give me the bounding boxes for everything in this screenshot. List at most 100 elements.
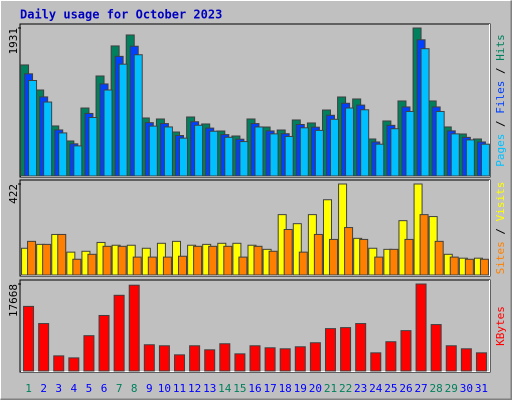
x-tick-label: 31 <box>475 382 488 395</box>
bar <box>102 245 112 276</box>
x-tick-label: 13 <box>203 382 216 395</box>
x-tick-label: 24 <box>369 382 383 395</box>
bar <box>28 80 38 177</box>
bar <box>355 323 367 372</box>
bar <box>147 256 157 276</box>
bar <box>449 256 459 276</box>
x-tick-label: 5 <box>86 382 93 395</box>
bar <box>279 348 291 372</box>
x-tick-label: 2 <box>40 382 47 395</box>
x-tick-label: 7 <box>116 382 123 395</box>
legend: Pages / Files / Hits <box>494 34 507 167</box>
x-tick-label: 6 <box>101 382 108 395</box>
bar <box>174 354 186 372</box>
bar <box>268 250 278 276</box>
bar <box>359 238 369 276</box>
bar <box>445 345 457 372</box>
bar <box>314 129 324 177</box>
x-tick-label: 11 <box>173 382 186 395</box>
bar <box>72 258 82 276</box>
bar <box>117 245 127 276</box>
x-tick-label: 28 <box>430 382 443 395</box>
bar <box>128 284 140 372</box>
legend-entry: Files <box>494 81 507 114</box>
bar <box>194 124 204 177</box>
bar <box>133 54 143 177</box>
x-tick-label: 30 <box>460 382 473 395</box>
bar <box>113 294 125 372</box>
bar <box>374 256 384 276</box>
legend-entry: Pages <box>494 134 507 167</box>
bar <box>450 133 460 177</box>
x-tick-label: 1 <box>25 382 32 395</box>
bar <box>88 117 98 177</box>
legend-entry: Sites <box>494 241 507 274</box>
bar <box>434 240 444 276</box>
bar <box>73 145 83 177</box>
bar <box>389 248 399 276</box>
bar <box>294 346 306 372</box>
y-tick-label: 17668 <box>7 284 20 317</box>
chart-title: Daily usage for October 2023 <box>20 8 222 22</box>
bar <box>179 137 189 177</box>
x-tick-label: 14 <box>218 382 232 395</box>
bar <box>430 324 442 372</box>
y-tick-label: 422 <box>7 184 20 204</box>
bar <box>118 63 128 177</box>
bar <box>132 256 142 276</box>
bar <box>238 256 248 276</box>
x-tick-label: 12 <box>188 382 201 395</box>
bar <box>322 199 332 276</box>
bar <box>480 143 490 177</box>
bar <box>284 135 294 177</box>
bar <box>27 240 37 276</box>
x-tick-label: 20 <box>309 382 322 395</box>
panel-bevel <box>21 180 490 276</box>
bar <box>42 243 52 276</box>
x-tick-label: 22 <box>339 382 352 395</box>
panel-bevel <box>21 280 490 372</box>
legend-separator: / <box>494 114 507 134</box>
bar <box>38 323 50 372</box>
bar <box>360 109 370 177</box>
x-tick-label: 3 <box>55 382 62 395</box>
x-tick-label: 8 <box>131 382 138 395</box>
bar <box>162 256 172 276</box>
bar <box>479 258 489 276</box>
bar <box>313 233 323 276</box>
bar <box>283 229 293 276</box>
legend: KBytes <box>494 306 507 346</box>
x-tick-label: 27 <box>414 382 427 395</box>
x-tick-label: 26 <box>399 382 412 395</box>
bar <box>464 258 474 276</box>
x-tick-label: 19 <box>294 382 307 395</box>
legend-entry: KBytes <box>494 306 507 346</box>
bar <box>204 349 216 372</box>
bar <box>239 141 249 177</box>
panel-bevel <box>21 24 490 177</box>
bar <box>404 238 414 276</box>
bar <box>208 245 218 276</box>
bar <box>460 348 472 372</box>
bar <box>57 233 67 276</box>
bar <box>43 101 53 177</box>
bar <box>58 132 68 177</box>
bar <box>324 328 336 372</box>
bar <box>53 355 65 372</box>
bar <box>178 255 188 276</box>
bar <box>298 251 308 276</box>
bar <box>87 253 97 276</box>
bar <box>219 343 231 372</box>
x-tick-label: 25 <box>384 382 397 395</box>
bar <box>390 128 400 177</box>
bar <box>224 136 234 177</box>
x-tick-label: 29 <box>445 382 458 395</box>
bar <box>23 305 35 372</box>
x-tick-label: 18 <box>279 382 292 395</box>
bar <box>68 357 80 372</box>
bar <box>415 283 427 372</box>
legend-entry: Hits <box>494 34 507 61</box>
bar <box>269 133 279 177</box>
